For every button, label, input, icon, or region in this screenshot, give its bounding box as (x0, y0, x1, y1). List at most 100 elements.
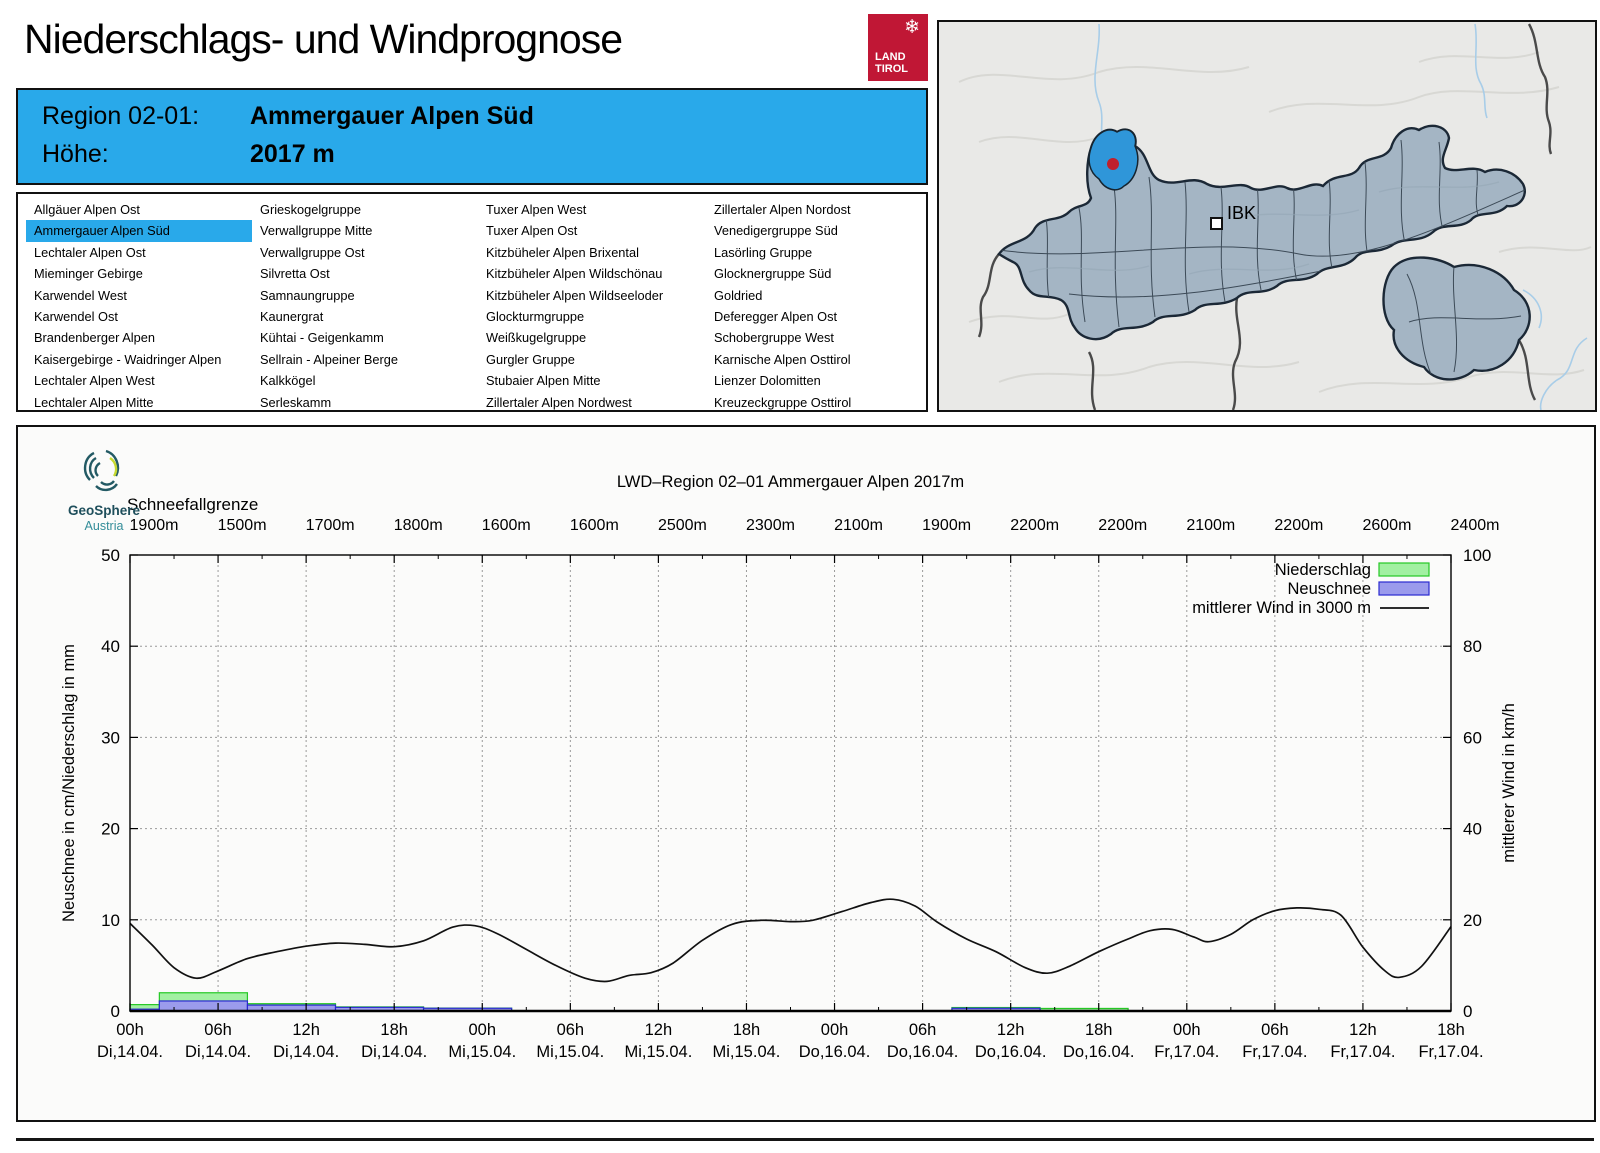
region-list-item[interactable]: Venedigergruppe Süd (714, 223, 838, 239)
region-list-item[interactable]: Verwallgruppe Mitte (260, 223, 373, 239)
region-list-item[interactable]: Glocknergruppe Süd (714, 266, 832, 282)
region-list-item[interactable]: Zillertaler Alpen Nordost (714, 202, 851, 217)
land-tirol-logo: ❄ LAND TIROL (868, 14, 928, 81)
region-list-item[interactable]: Lechtaler Alpen West (34, 373, 155, 389)
region-list-item[interactable]: Kitzbüheler Alpen Brixental (486, 244, 639, 260)
geosphere-icon (83, 449, 120, 492)
x-date-label: Mi,15.04. (536, 1043, 604, 1061)
x-hour-label: 18h (1437, 1021, 1465, 1039)
region-list-item[interactable]: Lechtaler Alpen Mitte (34, 394, 154, 410)
y-axis-title-right: mittlerer Wind in km/h (1500, 703, 1518, 863)
x-hour-label: 06h (557, 1021, 585, 1039)
region-list-item[interactable]: Kitzbüheler Alpen Wildseeloder (486, 287, 664, 303)
x-hour-label: 06h (909, 1021, 937, 1039)
x-date-label: Do,16.04. (975, 1043, 1047, 1061)
snowline-label: 1600m (482, 517, 531, 534)
x-date-label: Fr,17.04. (1154, 1043, 1219, 1061)
region-list-item[interactable]: Tuxer Alpen Ost (486, 223, 578, 239)
region-list-item[interactable]: Karwendel West (34, 287, 127, 303)
snowline-label: 1800m (394, 517, 443, 534)
region-list-column: Allgäuer Alpen Ost Ammergauer Alpen Süd Le… (26, 199, 252, 413)
x-hour-label: 12h (997, 1021, 1025, 1039)
region-list-item[interactable]: Samnaungruppe (260, 287, 355, 303)
snowline-label: 2100m (834, 517, 883, 534)
x-date-label: Fr,17.04. (1418, 1043, 1483, 1061)
y-tick-label-left: 30 (101, 728, 120, 747)
x-date-label: Do,16.04. (1063, 1043, 1135, 1061)
legend-label: Neuschnee (1288, 580, 1371, 598)
region-header: Region 02-01: Ammergauer Alpen Süd Höhe:… (16, 88, 928, 185)
tirol-map[interactable]: IBK (937, 20, 1597, 412)
legend-label: mittlerer Wind in 3000 m (1192, 599, 1371, 617)
region-list-item[interactable]: Zillertaler Alpen Nordwest (486, 394, 632, 410)
x-date-label: Fr,17.04. (1330, 1043, 1395, 1061)
geosphere-name: GeoSphere (67, 503, 141, 518)
altitude-label: Höhe: (42, 140, 109, 168)
ibk-marker (1210, 217, 1223, 230)
y-tick-label-right: 40 (1463, 820, 1482, 839)
x-date-label: Di,14.04. (185, 1043, 251, 1061)
region-list-item[interactable]: Serleskamm (260, 394, 332, 410)
region-list-item[interactable]: Lienzer Dolomitten (714, 373, 821, 389)
region-list-item[interactable]: Lasörling Gruppe (714, 244, 813, 260)
region-list-item[interactable]: Grieskogelgruppe (260, 202, 362, 217)
x-hour-label: 00h (469, 1021, 497, 1039)
snowline-label: 2200m (1274, 517, 1323, 534)
region-list-item-selected[interactable]: Ammergauer Alpen Süd (26, 220, 252, 242)
east-region-borders (1406, 265, 1522, 375)
legend-label: Niederschlag (1275, 561, 1371, 579)
x-date-label: Mi,15.04. (624, 1043, 692, 1061)
region-list-item[interactable]: Kaunergrat (260, 308, 324, 324)
geosphere-sub: Austria (84, 518, 124, 533)
selected-region-dot (1107, 158, 1119, 170)
region-list-item[interactable]: Karwendel Ost (34, 308, 118, 324)
region-list-item[interactable]: Mieminger Gebirge (34, 266, 143, 282)
region-list-item[interactable]: Lechtaler Alpen Ost (34, 244, 146, 260)
region-list-item[interactable]: Verwallgruppe Ost (260, 244, 365, 260)
region-list-item[interactable]: Deferegger Alpen Ost (714, 308, 838, 324)
region-list-item[interactable]: Tuxer Alpen West (486, 202, 587, 217)
x-hour-label: 06h (1261, 1021, 1289, 1039)
y-tick-label-left: 50 (101, 546, 120, 565)
y-tick-label-left: 0 (111, 1002, 120, 1021)
y-tick-label-right: 80 (1463, 637, 1482, 656)
region-list-item[interactable]: Brandenberger Alpen (34, 330, 155, 346)
bottom-divider (16, 1138, 1594, 1141)
x-date-label: Do,16.04. (799, 1043, 871, 1061)
region-list: Allgäuer Alpen Ost Ammergauer Alpen Süd Le… (16, 192, 928, 412)
region-list-item[interactable]: Kalkkögel (260, 373, 316, 389)
ibk-label: IBK (1227, 203, 1256, 223)
region-list-item[interactable]: Silvretta Ost (260, 266, 330, 282)
region-list-item[interactable]: Kaisergebirge - Waidringer Alpen (34, 351, 222, 367)
region-relief (1028, 181, 1500, 275)
region-list-item[interactable]: Goldried (714, 287, 763, 303)
region-list-item[interactable]: Schobergruppe West (714, 330, 834, 346)
wind-line (129, 898, 1452, 983)
snowflake-icon: ❄ (904, 17, 920, 38)
region-list-item[interactable]: Karnische Alpen Osttirol (714, 351, 851, 367)
region-list-item[interactable]: Sellrain - Alpeiner Berge (260, 351, 398, 367)
region-list-item[interactable]: Kreuzeckgruppe Osttirol (714, 394, 852, 410)
snowline-label: 1700m (306, 517, 355, 534)
snowline-label: 1600m (570, 517, 619, 534)
x-hour-label: 18h (733, 1021, 761, 1039)
snowline-label: 1900m (130, 517, 179, 534)
avalanche-regions[interactable] (997, 124, 1531, 381)
forecast-chart: 0 10 20 30 40 50 0 20 40 60 80 100 00h 06h 12h 18h 00h 06… (16, 425, 1596, 1122)
y-tick-label-right: 100 (1463, 546, 1491, 565)
y-tick-label-left: 40 (101, 637, 120, 656)
plot-frame (129, 554, 1452, 1012)
region-list-item[interactable]: Kitzbüheler Alpen Wildschönau (486, 266, 663, 282)
y-tick-label-right: 60 (1463, 728, 1482, 747)
region-list-item[interactable]: Stubaier Alpen Mitte (486, 373, 601, 389)
region-list-item[interactable]: Gurgler Gruppe (486, 351, 575, 367)
snowline-label: 2100m (1186, 517, 1235, 534)
region-list-item[interactable]: Glockturmgruppe (486, 308, 585, 324)
region-list-item[interactable]: Allgäuer Alpen Ost (34, 202, 140, 217)
x-date-label: Di,14.04. (361, 1043, 427, 1061)
region-list-item[interactable]: Kühtai - Geigenkamm (260, 330, 384, 346)
region-list-item[interactable]: Weißkugelgruppe (486, 330, 587, 346)
y-tick-label-left: 20 (101, 820, 120, 839)
legend-swatch (1378, 562, 1430, 577)
snowline-label: 2600m (1362, 517, 1411, 534)
